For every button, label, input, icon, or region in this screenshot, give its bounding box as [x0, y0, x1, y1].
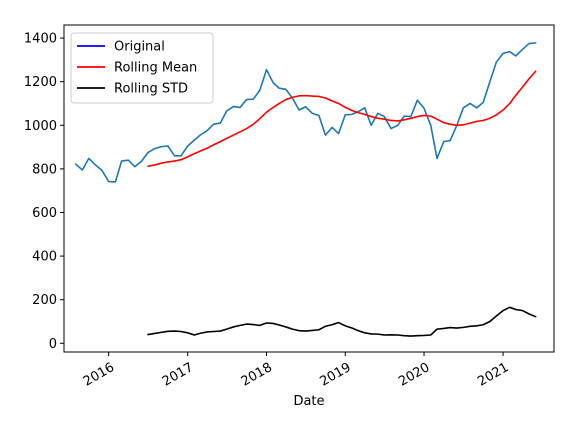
x-tick-label: 2019: [318, 360, 354, 390]
x-tick-label: 2017: [160, 360, 196, 390]
series-line-original: [74, 42, 537, 183]
legend-box: [70, 32, 214, 104]
y-tick-label: 1000: [24, 119, 57, 134]
series-line-rolling-mean: [147, 70, 537, 168]
x-tick-label: 2016: [81, 360, 117, 390]
y-tick-label: 1200: [24, 75, 57, 90]
x-tick-label: 2018: [239, 360, 275, 390]
legend-label-rolling-std: Rolling STD: [114, 82, 188, 97]
legend-label-rolling-mean: Rolling Mean: [114, 61, 197, 76]
x-axis-label: Date: [293, 394, 324, 409]
legend: Original Rolling Mean Rolling STD: [70, 32, 214, 104]
y-tick-label: 400: [32, 250, 57, 265]
x-axis: 2016 2017 2018 2019 2020 2021: [81, 352, 511, 390]
y-axis: 0 200 400 600 800 1000 1200 1400: [24, 32, 64, 352]
series-layer: [74, 42, 537, 337]
x-tick-label: 2021: [475, 360, 511, 390]
y-tick-label: 600: [32, 206, 57, 221]
y-tick-label: 200: [32, 293, 57, 308]
y-tick-label: 0: [49, 337, 57, 352]
y-tick-label: 1400: [24, 32, 57, 47]
plot-frame: [63, 24, 555, 353]
y-tick-label: 800: [32, 162, 57, 177]
legend-label-original: Original: [114, 40, 165, 55]
x-tick-label: 2020: [396, 360, 432, 390]
series-line-rolling-std: [147, 306, 537, 337]
